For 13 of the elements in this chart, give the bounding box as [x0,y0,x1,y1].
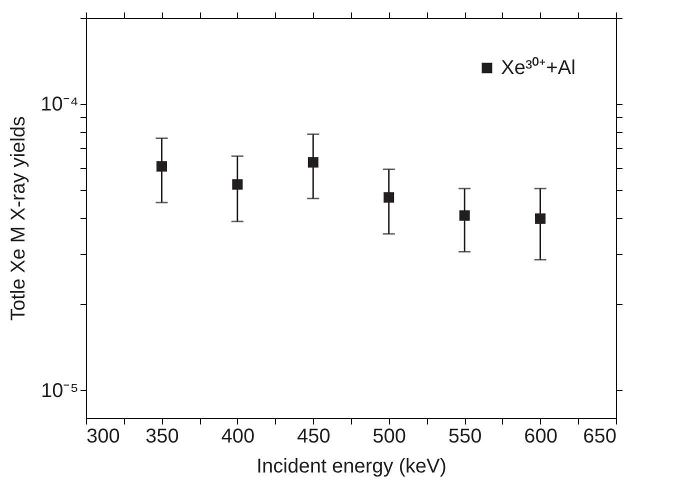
x-tick-label: 300 [86,426,120,448]
y-axis-title: Totle Xe M X-ray yields [8,116,30,321]
y-tick-label: 10⁻⁴ [40,94,78,116]
x-tick-label: 500 [372,426,406,448]
x-tick-label: 550 [448,426,482,448]
x-tick-label: 450 [296,426,330,448]
x-tick-label: 350 [146,426,179,448]
y-tick-label: 10⁻⁵ [40,380,78,402]
x-tick-label: 400 [221,426,255,448]
x-tick-label: 600 [524,426,558,448]
x-tick-label: 650 [583,426,616,448]
legend-label: Xe³⁰⁺+Al [501,56,576,79]
x-axis-title: Incident energy (keV) [256,456,447,478]
